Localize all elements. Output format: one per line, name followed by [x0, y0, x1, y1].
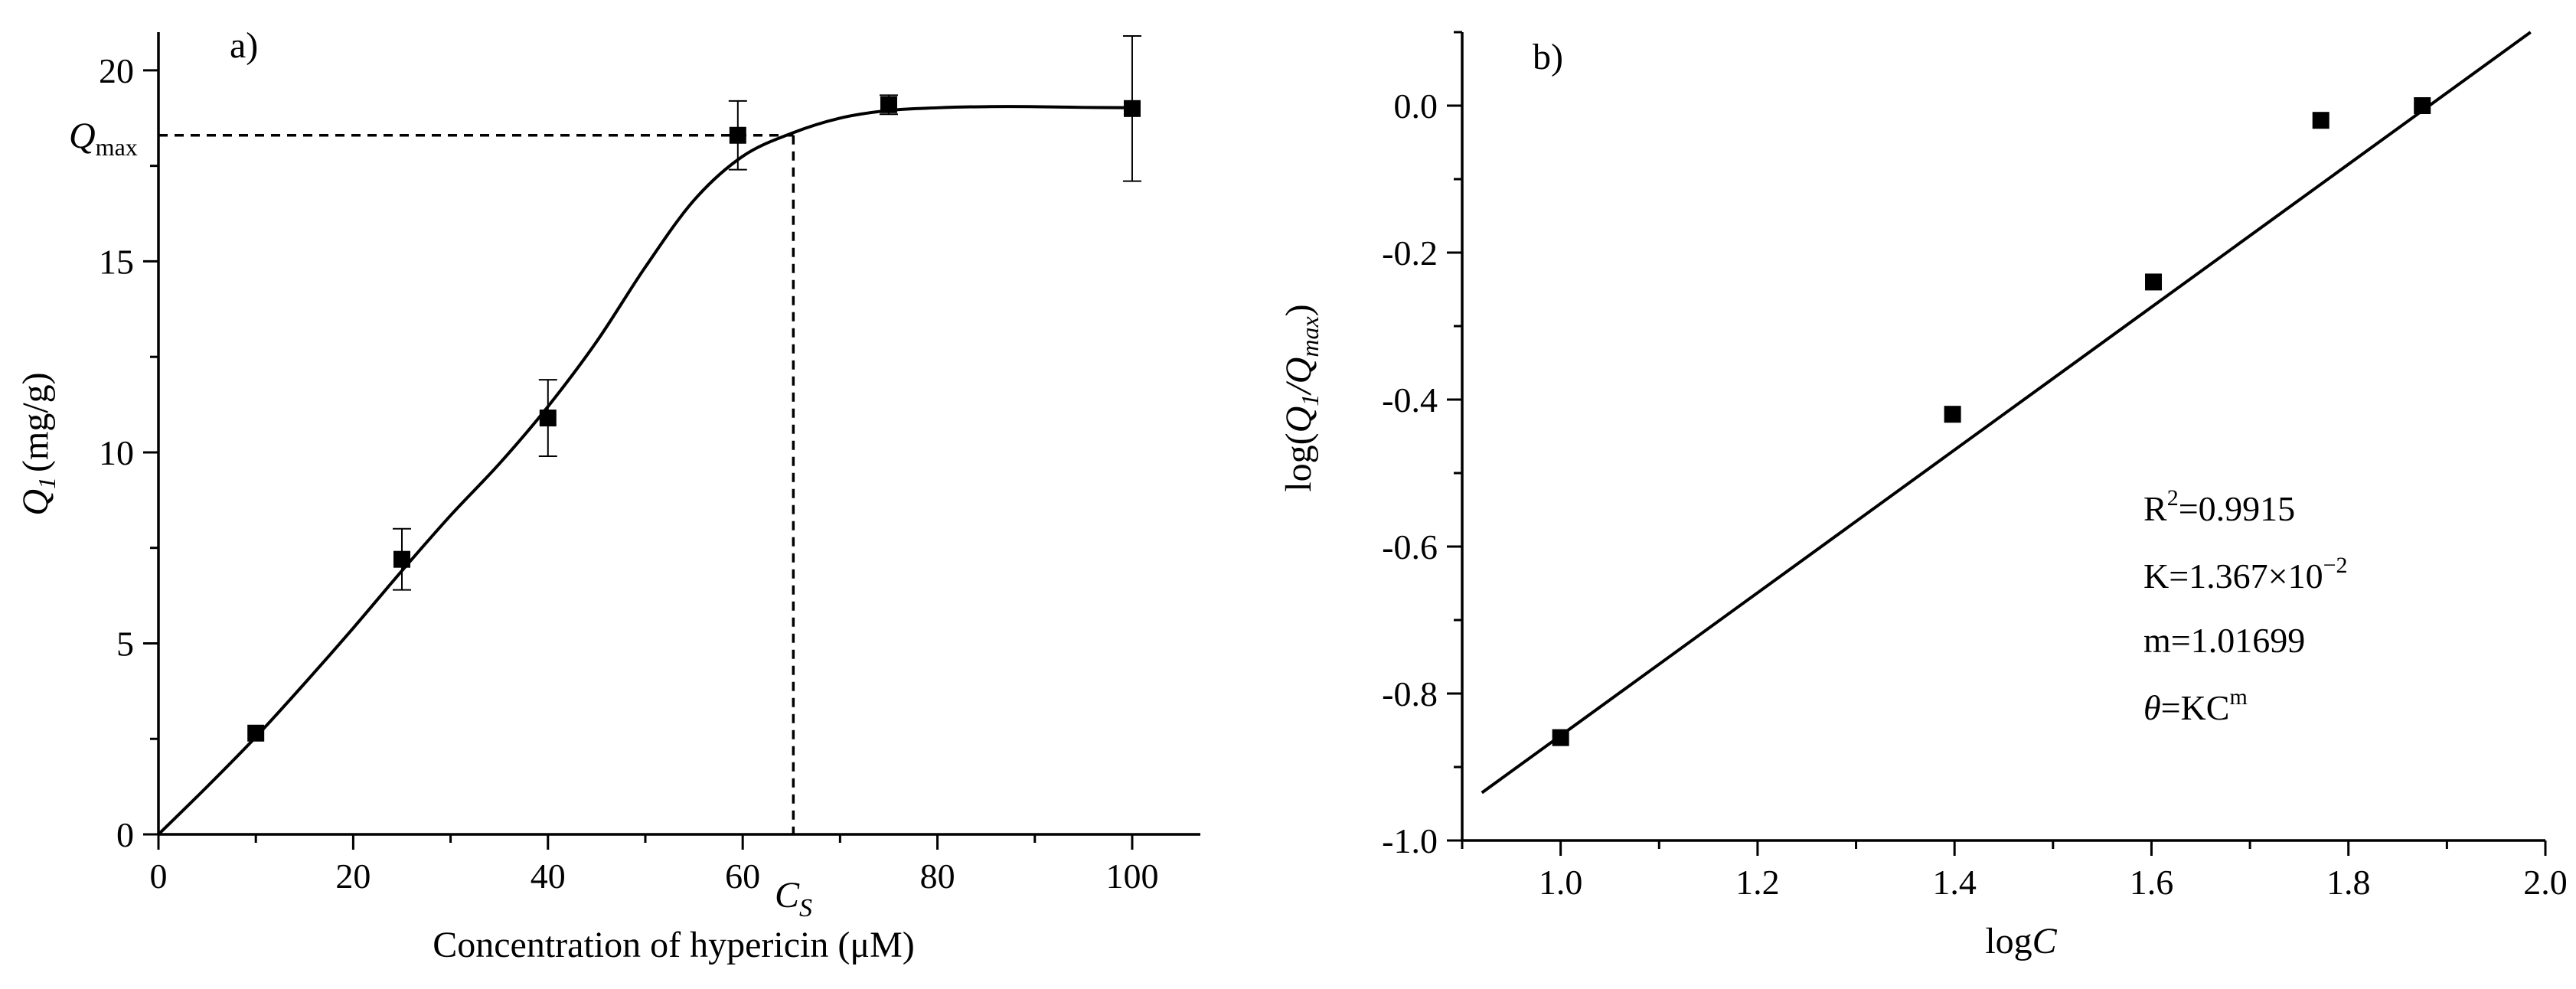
panel-a-y-label-unit: (mg/g): [15, 372, 56, 472]
panel-b-y-label-suffix: ): [1278, 304, 1319, 316]
panel-a-ticks: [143, 69, 1134, 850]
data-point: [2145, 273, 2163, 291]
panel-a-y-label-q: Q: [15, 489, 56, 516]
data-point: [1123, 100, 1141, 117]
panel-a: 0 20 40 60 80 100 0 5 10 15 20 a) Concentration of…: [15, 25, 1200, 965]
panel-a-guide-lines: [158, 133, 795, 834]
y-tick-label: -1.0: [1382, 821, 1438, 860]
panel-b-y-axis-label: log(Q1/Qmax): [1278, 304, 1324, 491]
panel-a-x-axis-label: Concentration of hypericin (μM): [433, 925, 915, 965]
panel-b-fit-line: [1481, 31, 2532, 795]
y-tick-label: 0: [116, 815, 134, 854]
x-tick-label: 1.2: [1735, 863, 1780, 902]
cs-label-c: C: [775, 875, 800, 916]
k-sup: −2: [2323, 553, 2348, 578]
x-tick-label: 1.0: [1539, 863, 1583, 902]
x-tick-label: 60: [725, 857, 760, 896]
panel-b-y-label-qm: Q: [1278, 357, 1319, 384]
x-tick-label: 100: [1105, 857, 1158, 896]
k-annotation: K=1.367×10−2: [2143, 553, 2348, 596]
theta-label: =KC: [2161, 688, 2230, 727]
panel-b: 1.0 1.2 1.4 1.6 1.8 2.0 -1.0 -0.8 -0.6 -0.4 -0.2 0.…: [1278, 31, 2568, 961]
panel-b-ticks: [1447, 31, 2547, 856]
data-point: [2414, 97, 2431, 114]
x-tick-label: 40: [531, 857, 566, 896]
data-point: [2312, 112, 2330, 129]
r2-label: R: [2143, 489, 2167, 528]
panel-b-y-label-prefix: log(: [1278, 432, 1319, 491]
y-tick-label: 10: [99, 433, 134, 472]
data-point: [880, 96, 897, 113]
panel-a-axes: [157, 32, 1200, 836]
data-point: [539, 410, 557, 427]
data-point: [1944, 406, 1961, 423]
m-annotation: m=1.01699: [2143, 621, 2305, 660]
y-tick-label: 5: [116, 624, 134, 663]
y-tick-label: 0.0: [1394, 86, 1438, 126]
panel-b-x-label-c: C: [2032, 921, 2058, 961]
panel-a-label: a): [230, 25, 258, 66]
y-tick-label: -0.4: [1382, 380, 1438, 419]
panel-a-y-label-sub: 1: [33, 477, 60, 489]
r2-value: =0.9915: [2179, 489, 2295, 528]
panel-b-y-label-qm-sub: max: [1296, 316, 1324, 357]
panel-a-fit-curve: [157, 105, 1132, 836]
r2-sup: 2: [2167, 485, 2179, 511]
x-tick-label: 0: [150, 857, 168, 896]
fit-line: [1481, 31, 2532, 795]
k-label: K=1.367×10: [2143, 557, 2323, 596]
panel-b-axes: [1461, 32, 2545, 842]
data-point: [1552, 729, 1569, 746]
theta-symbol: θ: [2143, 688, 2161, 727]
panel-b-y-label-q: Q: [1278, 406, 1319, 433]
panel-b-y-label-slash: /: [1278, 381, 1319, 397]
cs-label-sub: S: [799, 894, 812, 922]
fit-curve: [157, 105, 1132, 836]
panel-a-error-bars: [392, 34, 1141, 591]
cs-label: CS: [775, 875, 812, 922]
panel-b-label: b): [1533, 37, 1563, 77]
qmax-label-sub: max: [96, 133, 138, 161]
theta-sup: m: [2229, 684, 2247, 710]
x-tick-label: 1.4: [1932, 863, 1977, 902]
data-point: [393, 550, 410, 568]
panel-b-x-label-log: log: [1985, 921, 2032, 961]
x-tick-label: 80: [920, 857, 955, 896]
qmax-label-q: Q: [69, 116, 96, 156]
panel-b-y-label-q-sub: 1: [1296, 394, 1324, 406]
theta-annotation: θ=KCm: [2143, 684, 2248, 727]
panel-b-tick-labels: 1.0 1.2 1.4 1.6 1.8 2.0 -1.0 -0.8 -0.6 -0.4 -0.2 0.…: [1382, 86, 2568, 902]
panel-a-y-axis-label: Q1 (mg/g): [15, 372, 60, 515]
panel-b-x-axis-label: logC: [1985, 921, 2057, 961]
y-tick-label: -0.8: [1382, 674, 1438, 713]
qmax-label: Qmax: [69, 116, 138, 161]
data-point: [729, 126, 746, 144]
y-tick-label: 15: [99, 242, 134, 281]
x-tick-label: 1.6: [2130, 863, 2174, 902]
data-point: [247, 724, 265, 742]
x-tick-label: 20: [335, 857, 371, 896]
r-squared-annotation: R2=0.9915: [2143, 485, 2295, 528]
panel-b-points: [1552, 97, 2431, 746]
x-tick-label: 2.0: [2523, 863, 2568, 902]
panel-a-tick-labels: 0 20 40 60 80 100 0 5 10 15 20: [99, 51, 1158, 896]
x-tick-label: 1.8: [2326, 863, 2371, 902]
y-tick-label: -0.2: [1382, 233, 1438, 273]
y-tick-label: 20: [99, 51, 134, 90]
y-tick-label: -0.6: [1382, 527, 1438, 566]
panel-a-points: [247, 96, 1141, 742]
